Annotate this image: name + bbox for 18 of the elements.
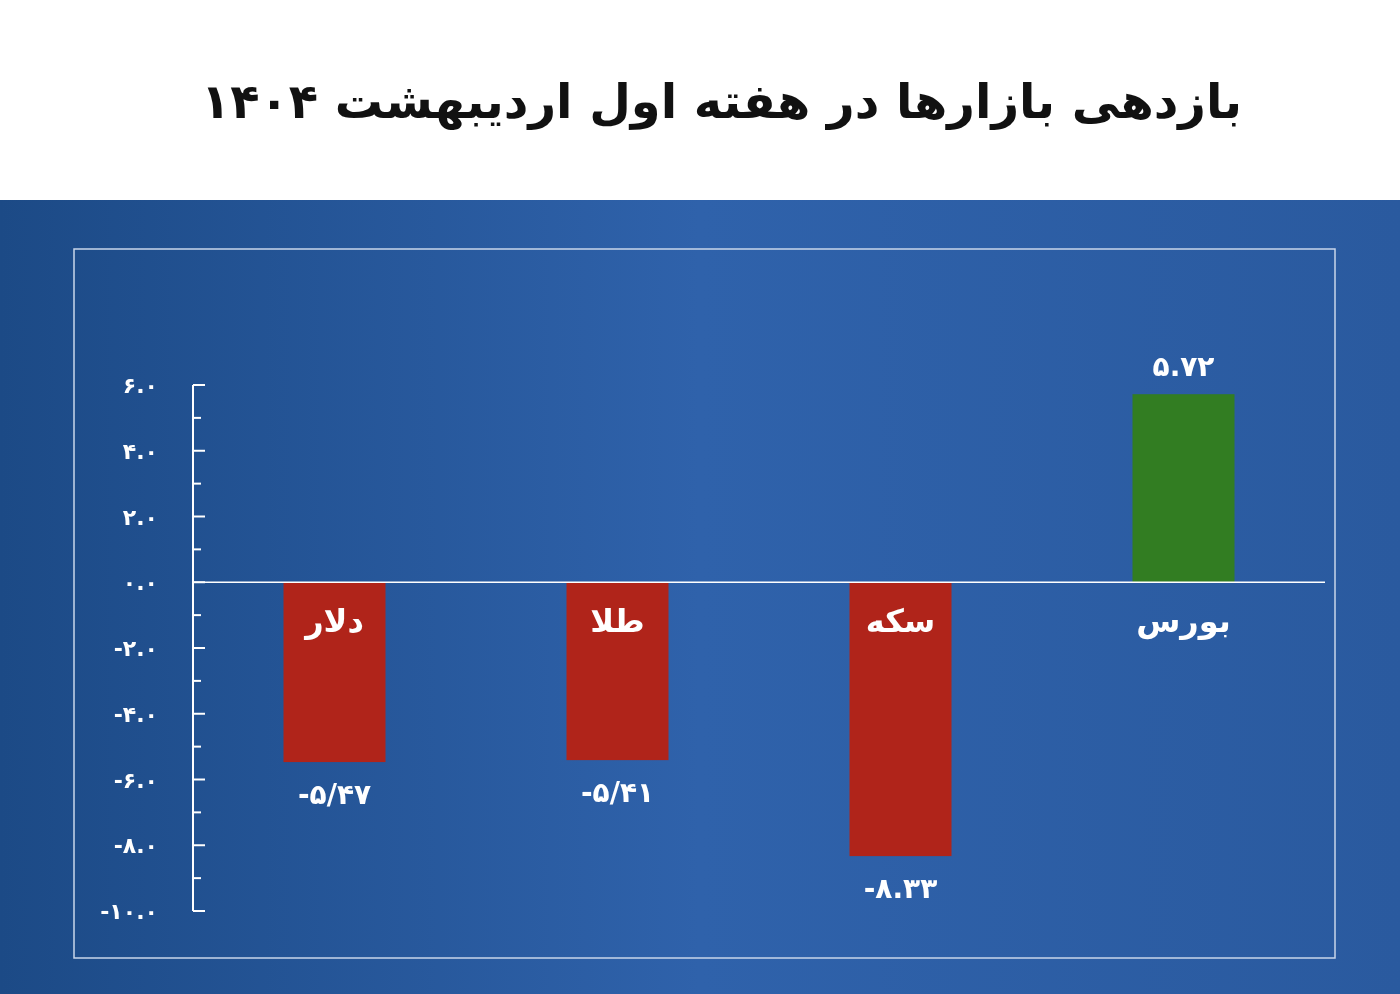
title: بازدهی بازارها در هفته اول اردیبهشت ۱۴۰۴ <box>200 73 1242 129</box>
y-tick-label: -۲.۰ <box>113 636 158 661</box>
y-tick-label: -۱۰.۰ <box>100 899 158 924</box>
data-label: -۸.۳۳ <box>863 872 938 906</box>
x-tick-label: بورس <box>1136 602 1231 641</box>
y-tick-label: -۶.۰ <box>113 767 158 793</box>
y-tick-label: -۸.۰ <box>113 833 158 859</box>
y-tick-label: ۲.۰ <box>122 504 158 530</box>
data-label: -۵/۴۷ <box>297 778 372 812</box>
x-tick-label: سکه <box>865 602 936 641</box>
data-label: ۵.۷۲ <box>1152 350 1215 384</box>
data-label: -۵/۴۱ <box>580 776 655 810</box>
y-tick-label: ۴.۰ <box>122 438 158 464</box>
y-tick-label: -۴.۰ <box>113 701 158 727</box>
x-tick-label: دلار <box>303 602 364 641</box>
x-tick-label: طلا <box>590 602 645 641</box>
y-tick-label: ۰.۰ <box>122 570 158 596</box>
y-tick-label: ۶.۰ <box>122 373 158 398</box>
